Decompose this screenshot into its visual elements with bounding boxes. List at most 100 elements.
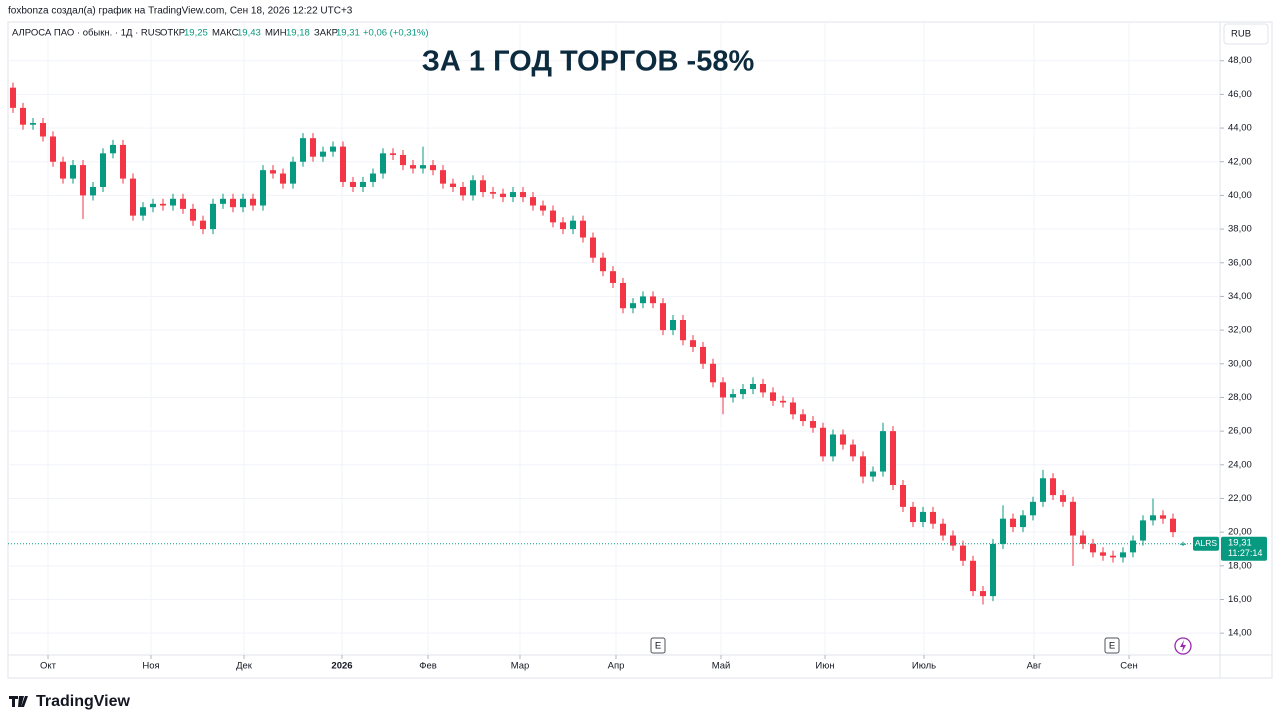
candle-body [120, 144, 126, 179]
y-tick-label: 48,00 [1228, 55, 1252, 66]
candle-body [110, 144, 116, 154]
candle-body [560, 222, 566, 230]
candle-body [1160, 515, 1166, 519]
x-tick-label: Окт [40, 661, 57, 672]
candle-body [630, 303, 636, 309]
labels: АЛРОСА ПАО · обыкн. · 1Д · RUS ОТКР 19,2… [9, 23, 1269, 710]
price-tag-symbol: ALRS [1195, 538, 1218, 548]
x-tick-label: Дек [236, 661, 253, 672]
candle-body [880, 431, 886, 472]
candle-body [380, 153, 386, 174]
candle-body [210, 203, 216, 230]
candle-body [750, 383, 756, 390]
candle-body [100, 153, 106, 187]
ohlc-key: ЗАКР [314, 28, 338, 39]
candle-body [530, 197, 536, 206]
candle-body [580, 220, 586, 238]
candle-body [820, 427, 826, 457]
currency[interactable]: RUB [1231, 29, 1251, 40]
candle-body [220, 198, 226, 204]
y-tick-label: 36,00 [1228, 257, 1252, 268]
y-tick-label: 14,00 [1228, 628, 1252, 639]
price-tag-symbol-bg [1193, 536, 1219, 551]
flash-glyph [1180, 640, 1186, 652]
candle-body [320, 151, 326, 157]
candle-body [650, 296, 656, 304]
y-tick-label: 22,00 [1228, 493, 1252, 504]
change: +0,06 (+0,31%) [363, 28, 429, 39]
candle-body [520, 192, 526, 198]
candle-body [620, 282, 626, 309]
candle-body [130, 178, 136, 216]
candle-body [250, 198, 256, 206]
candle-body [1170, 518, 1176, 533]
candle-body [1010, 518, 1016, 528]
candle-body [860, 456, 866, 477]
candle-body [480, 180, 486, 193]
candle-body [400, 155, 406, 166]
candle-body [150, 203, 156, 208]
candle-body [660, 303, 666, 331]
candle-body [310, 138, 316, 157]
ohlc-value: 19,18 [286, 28, 310, 39]
candle-body [20, 107, 26, 125]
ohlc-key: МИН [265, 28, 287, 39]
candle-body [1030, 501, 1036, 516]
candle-body [430, 165, 436, 171]
ohlc-value: 19,31 [336, 28, 360, 39]
candle-body [570, 220, 576, 230]
logo-mark [9, 696, 28, 707]
chart-frame [7, 21, 1273, 679]
candle-body [690, 340, 696, 347]
price-tag-countdown: 11:27:14 [1228, 548, 1262, 558]
annotation-title: ЗА 1 ГОД ТОРГОВ -58% [422, 46, 755, 78]
candle-body [360, 181, 366, 187]
y-tick-label: 30,00 [1228, 358, 1252, 369]
symbol: АЛРОСА ПАО · обыкн. · 1Д · RUS [12, 28, 161, 39]
candle-body [280, 173, 286, 184]
x-tick-label: Сен [1120, 661, 1137, 672]
candle-body [1070, 501, 1076, 536]
candle-body [330, 146, 336, 152]
candle-body [840, 434, 846, 445]
x-tick-label: 2026 [331, 661, 352, 672]
y-tick-label: 42,00 [1228, 156, 1252, 167]
candle-body [350, 181, 356, 187]
logo: TradingView [36, 693, 131, 710]
candle-body [490, 192, 496, 194]
credit: foxbonza создал(а) график на TradingView… [8, 5, 353, 17]
candle-body [90, 186, 96, 196]
candle-body [340, 146, 346, 182]
candle-body [390, 153, 396, 156]
y-tick-label: 28,00 [1228, 392, 1252, 403]
candle-body [790, 402, 796, 415]
ohlc-key: МАКС [212, 28, 239, 39]
y-tick-label: 26,00 [1228, 426, 1252, 437]
currency-box[interactable] [1223, 23, 1269, 45]
candle-body [1060, 495, 1066, 502]
candle-body [60, 161, 66, 179]
candle-body [80, 165, 86, 196]
candle-body [990, 543, 996, 597]
event-marker [1104, 637, 1120, 654]
candle-body [920, 511, 926, 523]
x-tick-label: Авг [1027, 661, 1042, 672]
flash-icon[interactable] [1174, 637, 1192, 655]
candle-body [270, 170, 276, 174]
candles [8, 82, 1220, 605]
candle-body [1130, 540, 1136, 553]
y-tick-label: 16,00 [1228, 594, 1252, 605]
y-tick-label: 34,00 [1228, 291, 1252, 302]
candle-body [740, 389, 746, 395]
candle-body [930, 511, 936, 524]
y-tick-label: 44,00 [1228, 123, 1252, 134]
y-tick-label: 24,00 [1228, 459, 1252, 470]
candle-body [450, 183, 456, 187]
candle-body [770, 392, 776, 401]
y-tick-label: 40,00 [1228, 190, 1252, 201]
candle-body [440, 170, 446, 184]
candle-body [710, 363, 716, 383]
candle-body [50, 136, 56, 162]
